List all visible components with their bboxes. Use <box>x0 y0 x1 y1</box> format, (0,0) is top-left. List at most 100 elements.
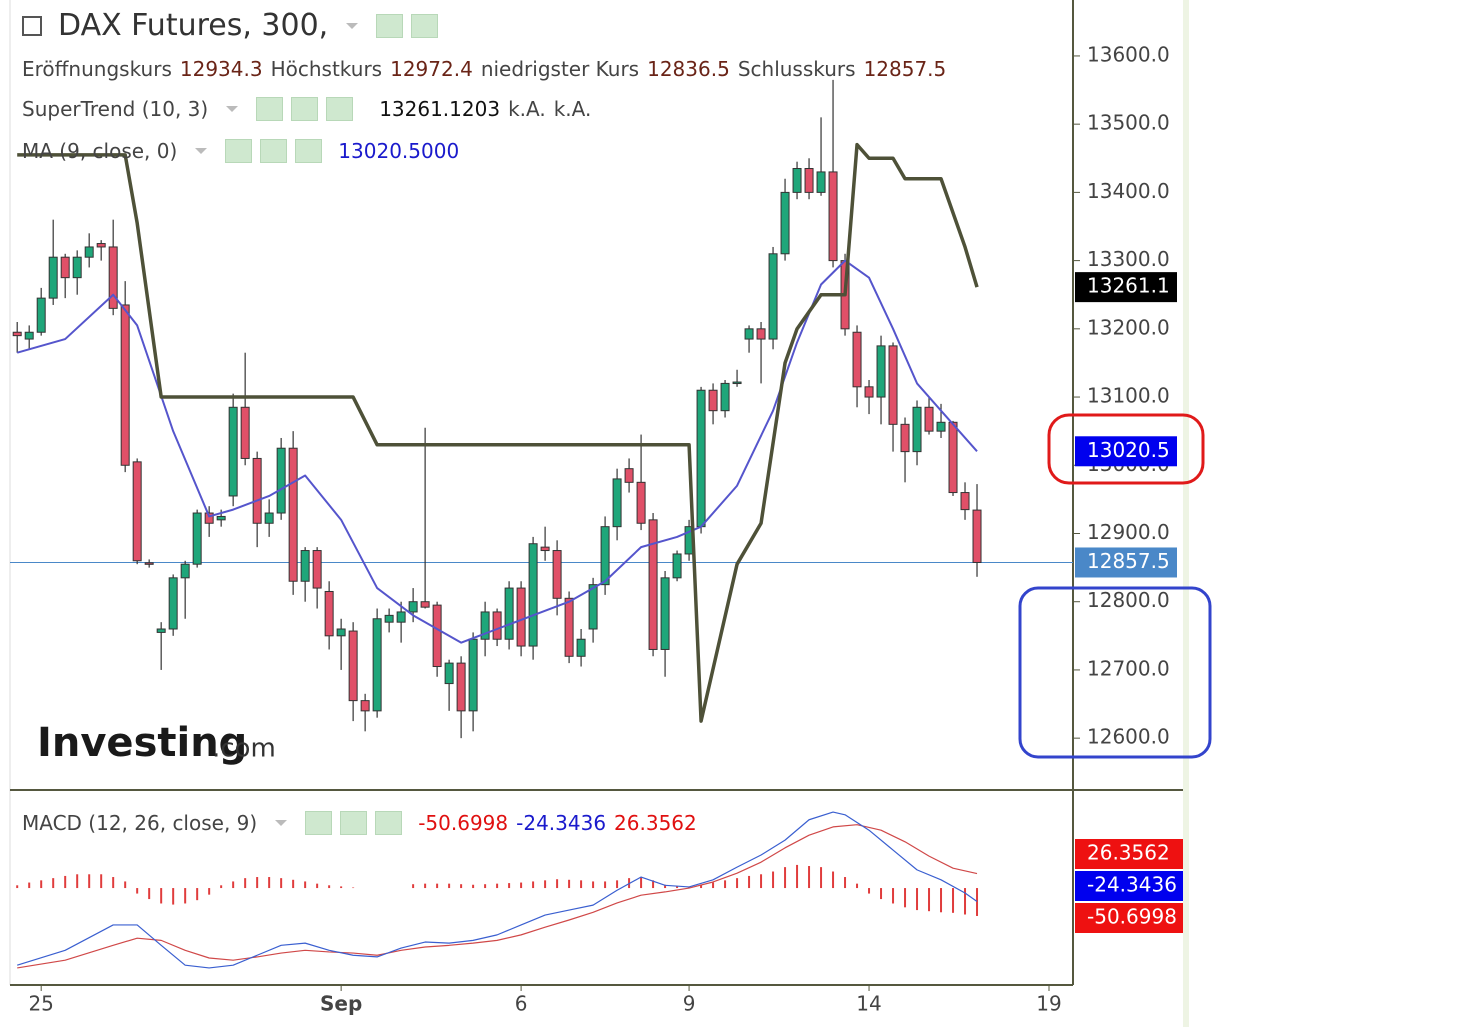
candle-body <box>84 246 94 258</box>
collapse-icon[interactable] <box>22 15 42 36</box>
close-tag-bg <box>1075 547 1177 578</box>
icon-close[interactable] <box>326 97 354 121</box>
icon-eye[interactable] <box>305 811 333 835</box>
dropdown[interactable] <box>275 820 288 826</box>
y-tick-label: 12600.0 <box>1087 725 1170 749</box>
icon-settings[interactable] <box>340 811 368 835</box>
candle-body <box>924 406 934 432</box>
candle-body <box>768 253 778 340</box>
candle-body <box>348 630 358 702</box>
macd-legend: MACD (12, 26, close, 9) -50.6998 -24.343… <box>22 811 697 835</box>
candle-body <box>396 611 406 623</box>
y-tick-label: 12700.0 <box>1087 656 1170 680</box>
candle-body <box>336 628 346 637</box>
candle-body <box>936 421 946 432</box>
ohlc-value: 12836.5 <box>647 57 730 81</box>
candle-body <box>288 447 298 582</box>
candle-body <box>528 543 538 647</box>
candle-body <box>492 611 502 640</box>
icon-settings[interactable] <box>411 13 439 38</box>
icon-eye[interactable] <box>256 97 284 121</box>
dropdown[interactable] <box>195 148 208 154</box>
candle-body <box>648 519 658 650</box>
candle-body <box>168 577 178 630</box>
candle-body <box>540 546 550 552</box>
candle-body <box>444 662 454 685</box>
candle-body <box>156 628 166 633</box>
x-tick-label: 6 <box>515 992 528 1016</box>
supertrend-legend: SuperTrend (10, 3) 13261.1203 k.A. k.A. <box>22 97 591 121</box>
macd-line <box>17 811 978 969</box>
indicator-note: k.A. <box>508 97 546 121</box>
close-tag: 12857.5 <box>1087 549 1170 573</box>
candle-body <box>180 563 190 579</box>
x-tick-label: 14 <box>856 992 881 1016</box>
icon-eye[interactable] <box>376 13 404 38</box>
histogram-tag-bg <box>1075 903 1183 933</box>
candle-body <box>384 614 394 623</box>
candle-body <box>24 331 34 340</box>
candle-body <box>516 587 526 647</box>
candle-body <box>804 168 814 193</box>
candle-body <box>120 304 130 466</box>
supertrend-line <box>17 142 979 723</box>
icon-eye[interactable] <box>225 139 253 163</box>
dropdown[interactable] <box>346 22 359 29</box>
indicator-value: 13020.5000 <box>338 139 460 163</box>
candle-body <box>252 457 262 524</box>
candle-body <box>900 423 910 453</box>
ma-legend: MA (9, close, 0) 13020.5000 <box>22 139 459 163</box>
candle-body <box>60 256 70 279</box>
macd-tag-bg <box>1075 871 1183 901</box>
ohlc-value: 12972.4 <box>390 57 473 81</box>
macd-tag: -24.3436 <box>1087 873 1177 897</box>
supertrend-tag: 13261.1 <box>1087 274 1170 298</box>
candle-body <box>672 553 682 579</box>
candle-body <box>204 512 214 524</box>
y-tick-label: 13400.0 <box>1087 179 1170 203</box>
candle-body <box>624 468 634 483</box>
indicator-value: -50.6998 <box>418 811 509 835</box>
candle-body <box>720 382 730 412</box>
sidebar-border <box>1183 0 1189 1027</box>
candle-body <box>300 550 310 582</box>
x-tick-label: 25 <box>28 992 53 1016</box>
candle-body <box>972 509 982 563</box>
icon-close[interactable] <box>375 811 403 835</box>
candle-body <box>72 256 82 279</box>
indicator-value: 13261.1203 <box>379 97 501 121</box>
ohlc-label: Schlusskurs <box>737 57 856 81</box>
candle-body <box>144 562 154 565</box>
candle-body <box>948 421 958 494</box>
candle-body <box>912 406 922 453</box>
candle-body <box>612 478 622 528</box>
dropdown[interactable] <box>226 106 239 112</box>
watermark: Investing .com <box>37 720 276 766</box>
ohlc-label: Eröffnungskurs <box>22 57 172 81</box>
candle-body <box>888 345 898 425</box>
candle-body <box>792 168 802 193</box>
candle-body <box>132 461 142 562</box>
indicator-name: MA (9, close, 0) <box>22 139 178 163</box>
indicator-name: SuperTrend (10, 3) <box>22 97 209 121</box>
indicator-name: MACD (12, 26, close, 9) <box>22 811 258 835</box>
candle-body <box>420 601 430 608</box>
x-tick-label: Sep <box>320 992 362 1016</box>
candle-body <box>876 345 886 398</box>
y-tick-label: 13100.0 <box>1087 384 1170 408</box>
candle-body <box>852 331 862 388</box>
candle-body <box>828 171 838 262</box>
icon-close[interactable] <box>295 139 323 163</box>
candle-body <box>408 601 418 613</box>
icon-settings[interactable] <box>291 97 319 121</box>
candle-body <box>276 447 286 514</box>
icon-settings[interactable] <box>260 139 288 163</box>
candle-body <box>960 492 970 511</box>
candle-body <box>108 246 118 309</box>
candle-body <box>816 171 826 193</box>
candle-body <box>696 389 706 528</box>
candle-body <box>744 328 754 340</box>
candle-body <box>456 662 466 712</box>
title-row: DAX Futures, 300, <box>22 8 439 43</box>
candle-body <box>48 256 58 299</box>
